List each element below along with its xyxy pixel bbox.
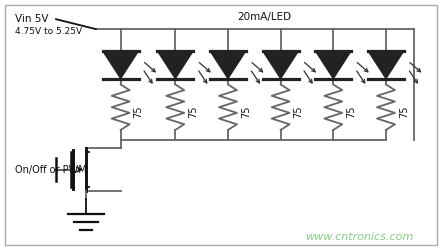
Polygon shape	[263, 51, 298, 78]
Text: 20mA/LED: 20mA/LED	[238, 12, 292, 22]
Text: www.cntronics.com: www.cntronics.com	[305, 232, 413, 242]
Polygon shape	[103, 51, 138, 78]
Polygon shape	[157, 51, 193, 78]
Text: 75: 75	[399, 106, 409, 118]
Text: On/Off or PWM: On/Off or PWM	[15, 164, 87, 174]
Text: 75: 75	[346, 106, 356, 118]
Text: 75: 75	[293, 106, 304, 118]
Polygon shape	[316, 51, 351, 78]
Polygon shape	[210, 51, 246, 78]
Polygon shape	[368, 51, 404, 78]
Text: 75: 75	[188, 106, 198, 118]
Text: Vin 5V: Vin 5V	[15, 14, 49, 24]
Text: 75: 75	[133, 106, 144, 118]
Text: 4.75V to 5.25V: 4.75V to 5.25V	[15, 26, 82, 36]
Text: 75: 75	[241, 106, 251, 118]
